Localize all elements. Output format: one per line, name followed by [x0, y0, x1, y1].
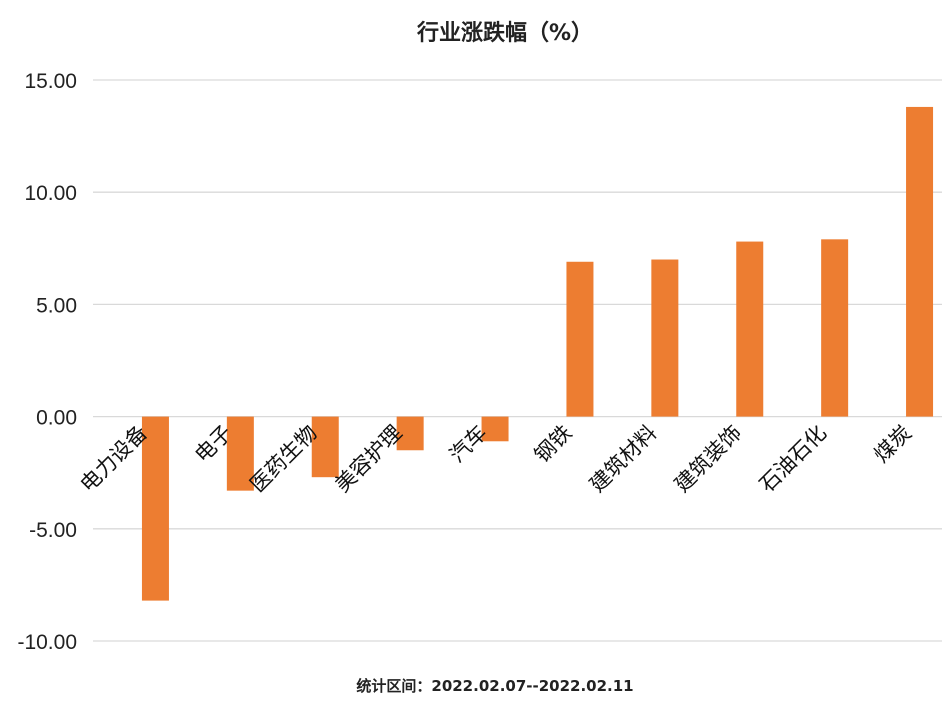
bar: [226, 416, 254, 491]
x-tick-label: 医药生物: [245, 421, 321, 497]
x-tick-label: 钢铁: [530, 421, 577, 468]
y-tick-label: 0.00: [36, 407, 77, 430]
y-tick-label: 5.00: [36, 294, 77, 317]
bar: [821, 239, 849, 417]
bar: [311, 416, 339, 478]
y-axis-ticks: 15.00 10.00 5.00 0.00 -5.00 -10.00: [17, 70, 77, 654]
footnote: 统计区间：2022.02.07--2022.02.11: [356, 677, 633, 695]
x-tick-label: 煤炭: [869, 421, 916, 468]
bar: [566, 261, 594, 417]
bar: [906, 106, 934, 417]
x-tick-label: 建筑材料: [585, 421, 661, 497]
x-tick-label: 美容护理: [330, 421, 406, 497]
x-tick-label: 建筑装饰: [670, 421, 746, 497]
bar: [396, 416, 424, 451]
chart-title: 行业涨跌幅（%）: [416, 20, 593, 46]
bar: [651, 259, 679, 417]
bar: [736, 241, 764, 417]
y-tick-label: -5.00: [29, 519, 77, 542]
bars: [141, 106, 934, 601]
x-tick-label: 石油石化: [755, 421, 831, 497]
bar: [141, 416, 169, 601]
y-tick-label: 15.00: [24, 70, 77, 93]
gridlines: [93, 79, 942, 642]
x-tick-label: 电力设备: [76, 421, 152, 497]
bar: [481, 416, 509, 442]
y-tick-label: -10.00: [17, 631, 77, 654]
y-tick-label: 10.00: [24, 182, 77, 205]
